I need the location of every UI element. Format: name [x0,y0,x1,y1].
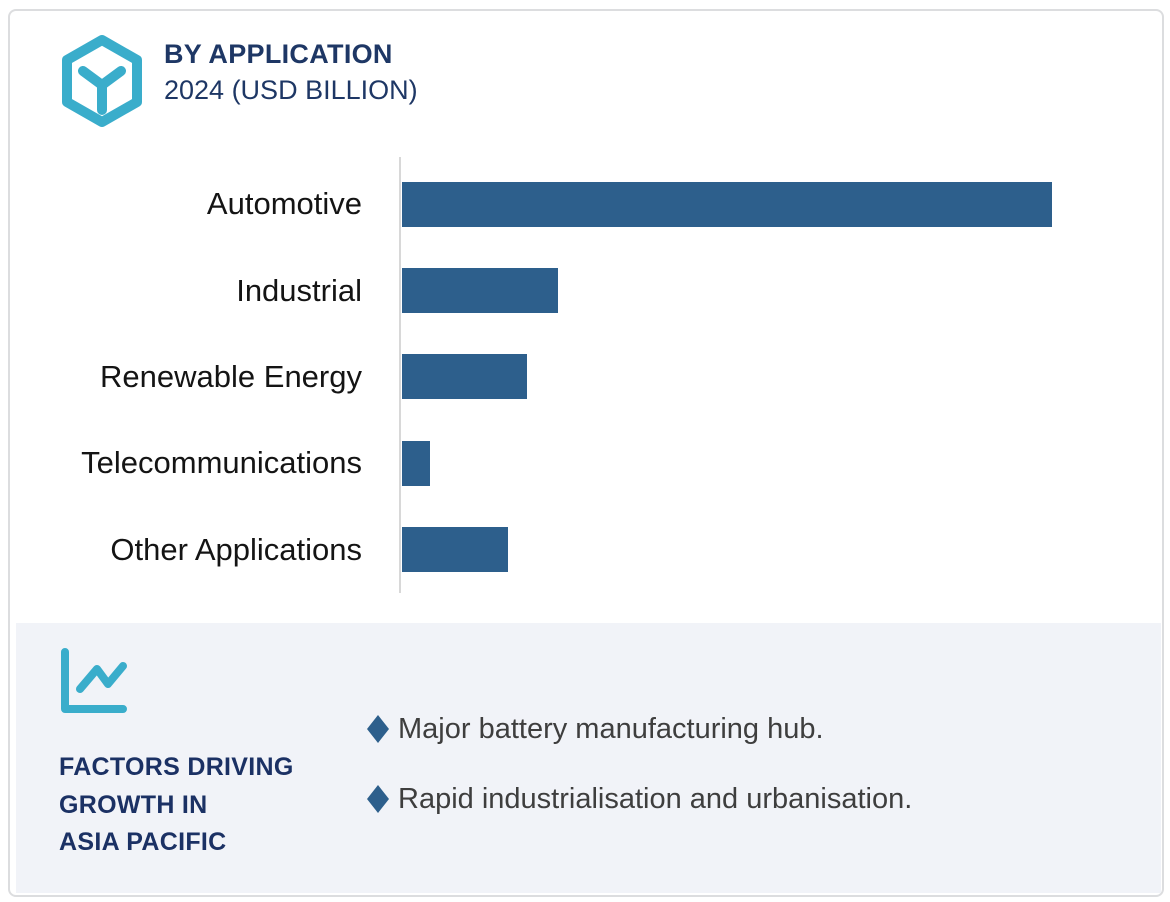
chart-title: BY APPLICATION [164,39,393,69]
chart-row: Telecommunications [10,420,1160,506]
diamond-bullet-icon [367,715,389,743]
factors-heading: FACTORS DRIVING GROWTH IN ASIA PACIFIC [59,749,294,862]
chart-row: Automotive [10,161,1160,247]
factors-panel: FACTORS DRIVING GROWTH IN ASIA PACIFIC M… [16,623,1161,893]
factor-bullet: Rapid industrialisation and urbanisation… [367,779,912,819]
bar-track [400,527,508,573]
factors-heading-line: ASIA PACIFIC [59,828,227,856]
bar-other-applications [402,527,508,573]
category-label: Industrial [236,272,362,308]
factors-heading-line: FACTORS DRIVING [59,753,294,781]
bar-track [400,354,527,400]
infographic-card: BY APPLICATION 2024 (USD BILLION) Automo… [8,9,1164,897]
category-label: Other Applications [110,531,362,567]
hexagon-cube-icon [62,35,142,127]
bar-industrial [402,268,558,314]
category-label: Automotive [206,186,362,222]
chart-subtitle: 2024 (USD BILLION) [164,75,418,105]
chart-row: Renewable Energy [10,334,1160,420]
chart-row: Other Applications [10,507,1160,593]
factor-bullet: Major battery manufacturing hub. [367,709,824,749]
chart-header: BY APPLICATION 2024 (USD BILLION) [164,37,418,108]
category-label: Telecommunications [81,445,362,481]
chart-rows: Automotive Industrial Renewable Energy Tele… [10,161,1160,593]
category-label: Renewable Energy [100,358,362,394]
bar-track [400,440,430,486]
line-chart-icon [61,648,127,713]
factor-text: Rapid industrialisation and urbanisation… [398,782,913,815]
diamond-bullet-icon [367,785,389,813]
bar-renewable-energy [402,354,527,400]
factors-heading-line: GROWTH IN [59,790,208,819]
chart-row: Industrial [10,247,1160,333]
bar-track [400,181,1052,227]
bar-telecommunications [402,440,430,486]
bar-track [400,268,558,314]
bar-automotive [402,181,1052,227]
factor-text: Major battery manufacturing hub. [398,712,824,745]
value-axis-line [399,157,401,593]
